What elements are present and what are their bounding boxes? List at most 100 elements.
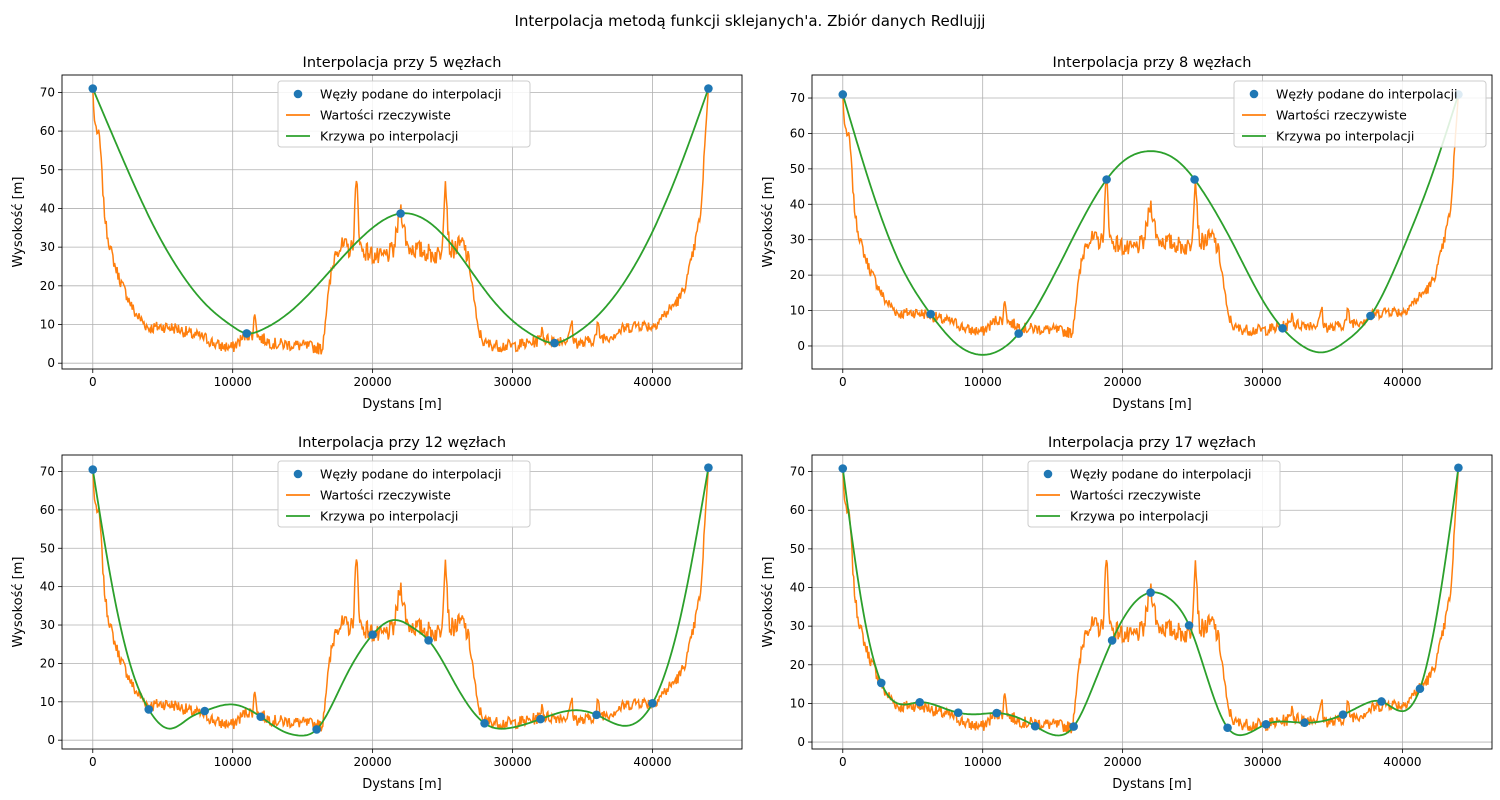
legend-label: Węzły podane do interpolacji [1276,87,1458,102]
axes-frame [61,454,743,750]
y-tick-label: 20 [40,279,55,293]
node-point [1454,463,1463,473]
node-point [838,464,848,473]
axes-frame [61,74,743,370]
plot-area [841,94,1460,356]
node-point [424,636,433,645]
node-point [1107,636,1117,645]
x-axis-label: Dystans [m] [362,777,442,792]
node-point [926,309,936,319]
node-point [312,725,321,734]
series-line-interpolation [841,94,1460,356]
y-tick-label: 10 [40,318,55,332]
y-tick-label: 40 [40,580,55,594]
y-tick-label: 0 [47,733,55,747]
x-tick-label: 20000 [1104,755,1142,769]
legend: Węzły podane do interpolacji Wartości rze… [1233,80,1487,148]
node-point [704,463,713,472]
x-tick-label: 30000 [1243,755,1281,769]
legend-box [1233,80,1487,148]
y-tick-label: 50 [790,162,805,176]
node-point [242,329,251,338]
x-tick-label: 40000 [633,375,671,389]
y-tick-label: 40 [790,581,805,595]
x-tick-label: 40000 [633,755,671,769]
chart-title: Interpolacja przy 12 węzłach [298,435,506,451]
node-point [648,699,657,708]
y-tick-label: 60 [40,124,55,138]
plot-area [91,467,710,737]
y-tick-label: 70 [40,465,55,479]
y-tick-label: 20 [40,656,55,670]
y-tick-label: 20 [790,658,805,672]
x-tick-label: 30000 [493,375,531,389]
node-point [592,710,601,720]
node-point [1146,588,1155,597]
legend-label: Węzły podane do interpolacji [320,467,502,482]
node-point [992,708,1001,718]
node-point [915,697,925,707]
y-axis-label: Wysokość [m] [11,177,26,268]
node-point [256,712,265,722]
chart-panel-17-nodes: Interpolacja przy 17 węzłach 0 10000 20000 3… [761,435,1493,792]
node-point [1377,697,1386,706]
node-point [88,465,98,474]
y-tick-label: 30 [40,240,55,254]
node-point [704,84,713,93]
legend-label: Wartości rzeczywiste [1070,488,1201,503]
node-point [1030,721,1040,731]
x-tick-label: 40000 [1383,375,1421,389]
y-tick-label: 70 [40,85,55,99]
y-tick-label: 10 [790,696,805,710]
x-tick-label: 10000 [214,375,252,389]
legend-marker-nodes [1043,469,1053,479]
x-tick-label: 20000 [354,755,392,769]
legend-box [1027,460,1281,528]
axes-frame [811,74,1493,370]
node-point [396,209,405,218]
y-tick-label: 70 [790,91,805,105]
y-tick-label: 60 [790,503,805,517]
y-tick-label: 30 [790,619,805,633]
y-tick-label: 60 [790,126,805,140]
node-point [1190,175,1199,184]
axes-frame [811,454,1493,750]
y-tick-label: 50 [40,541,55,555]
y-axis-label: Wysokość [m] [761,557,776,648]
y-tick-label: 70 [790,465,805,479]
x-tick-label: 10000 [214,755,252,769]
legend-label: Węzły podane do interpolacji [320,87,502,102]
legend-box [277,460,531,528]
node-point [838,90,848,99]
node-point [480,718,489,728]
node-point [144,705,154,714]
legend-marker-nodes [293,469,303,479]
x-tick-label: 20000 [354,375,392,389]
legend: Węzły podane do interpolacji Wartości rze… [1027,460,1281,528]
y-tick-label: 50 [40,163,55,177]
x-axis-label: Dystans [m] [1112,397,1192,412]
y-axis-label: Wysokość [m] [11,557,26,648]
legend-label: Krzywa po interpolacji [320,129,458,144]
node-point [876,678,886,688]
y-axis-label: Wysokość [m] [761,177,776,268]
x-tick-label: 0 [89,755,97,769]
legend-marker-nodes [293,89,303,99]
node-point [1366,311,1375,321]
y-tick-label: 60 [40,503,55,517]
node-point [953,708,963,717]
legend-label: Wartości rzeczywiste [320,488,451,503]
y-tick-label: 30 [790,233,805,247]
x-tick-label: 10000 [964,375,1002,389]
legend-box [277,80,531,148]
y-tick-label: 0 [47,356,55,370]
x-tick-label: 0 [89,375,97,389]
y-tick-label: 20 [790,268,805,282]
y-tick-label: 50 [790,542,805,556]
node-point [1069,722,1078,731]
legend-label: Wartości rzeczywiste [1276,108,1407,123]
chart-panel-12-nodes: Interpolacja przy 12 węzłach 0 10000 20000 3… [11,435,743,792]
chart-title: Interpolacja przy 5 węzłach [303,55,502,71]
chart-panel-8-nodes: Interpolacja przy 8 węzłach 0 10000 20000 30… [761,55,1493,412]
legend-label: Węzły podane do interpolacji [1070,467,1252,482]
